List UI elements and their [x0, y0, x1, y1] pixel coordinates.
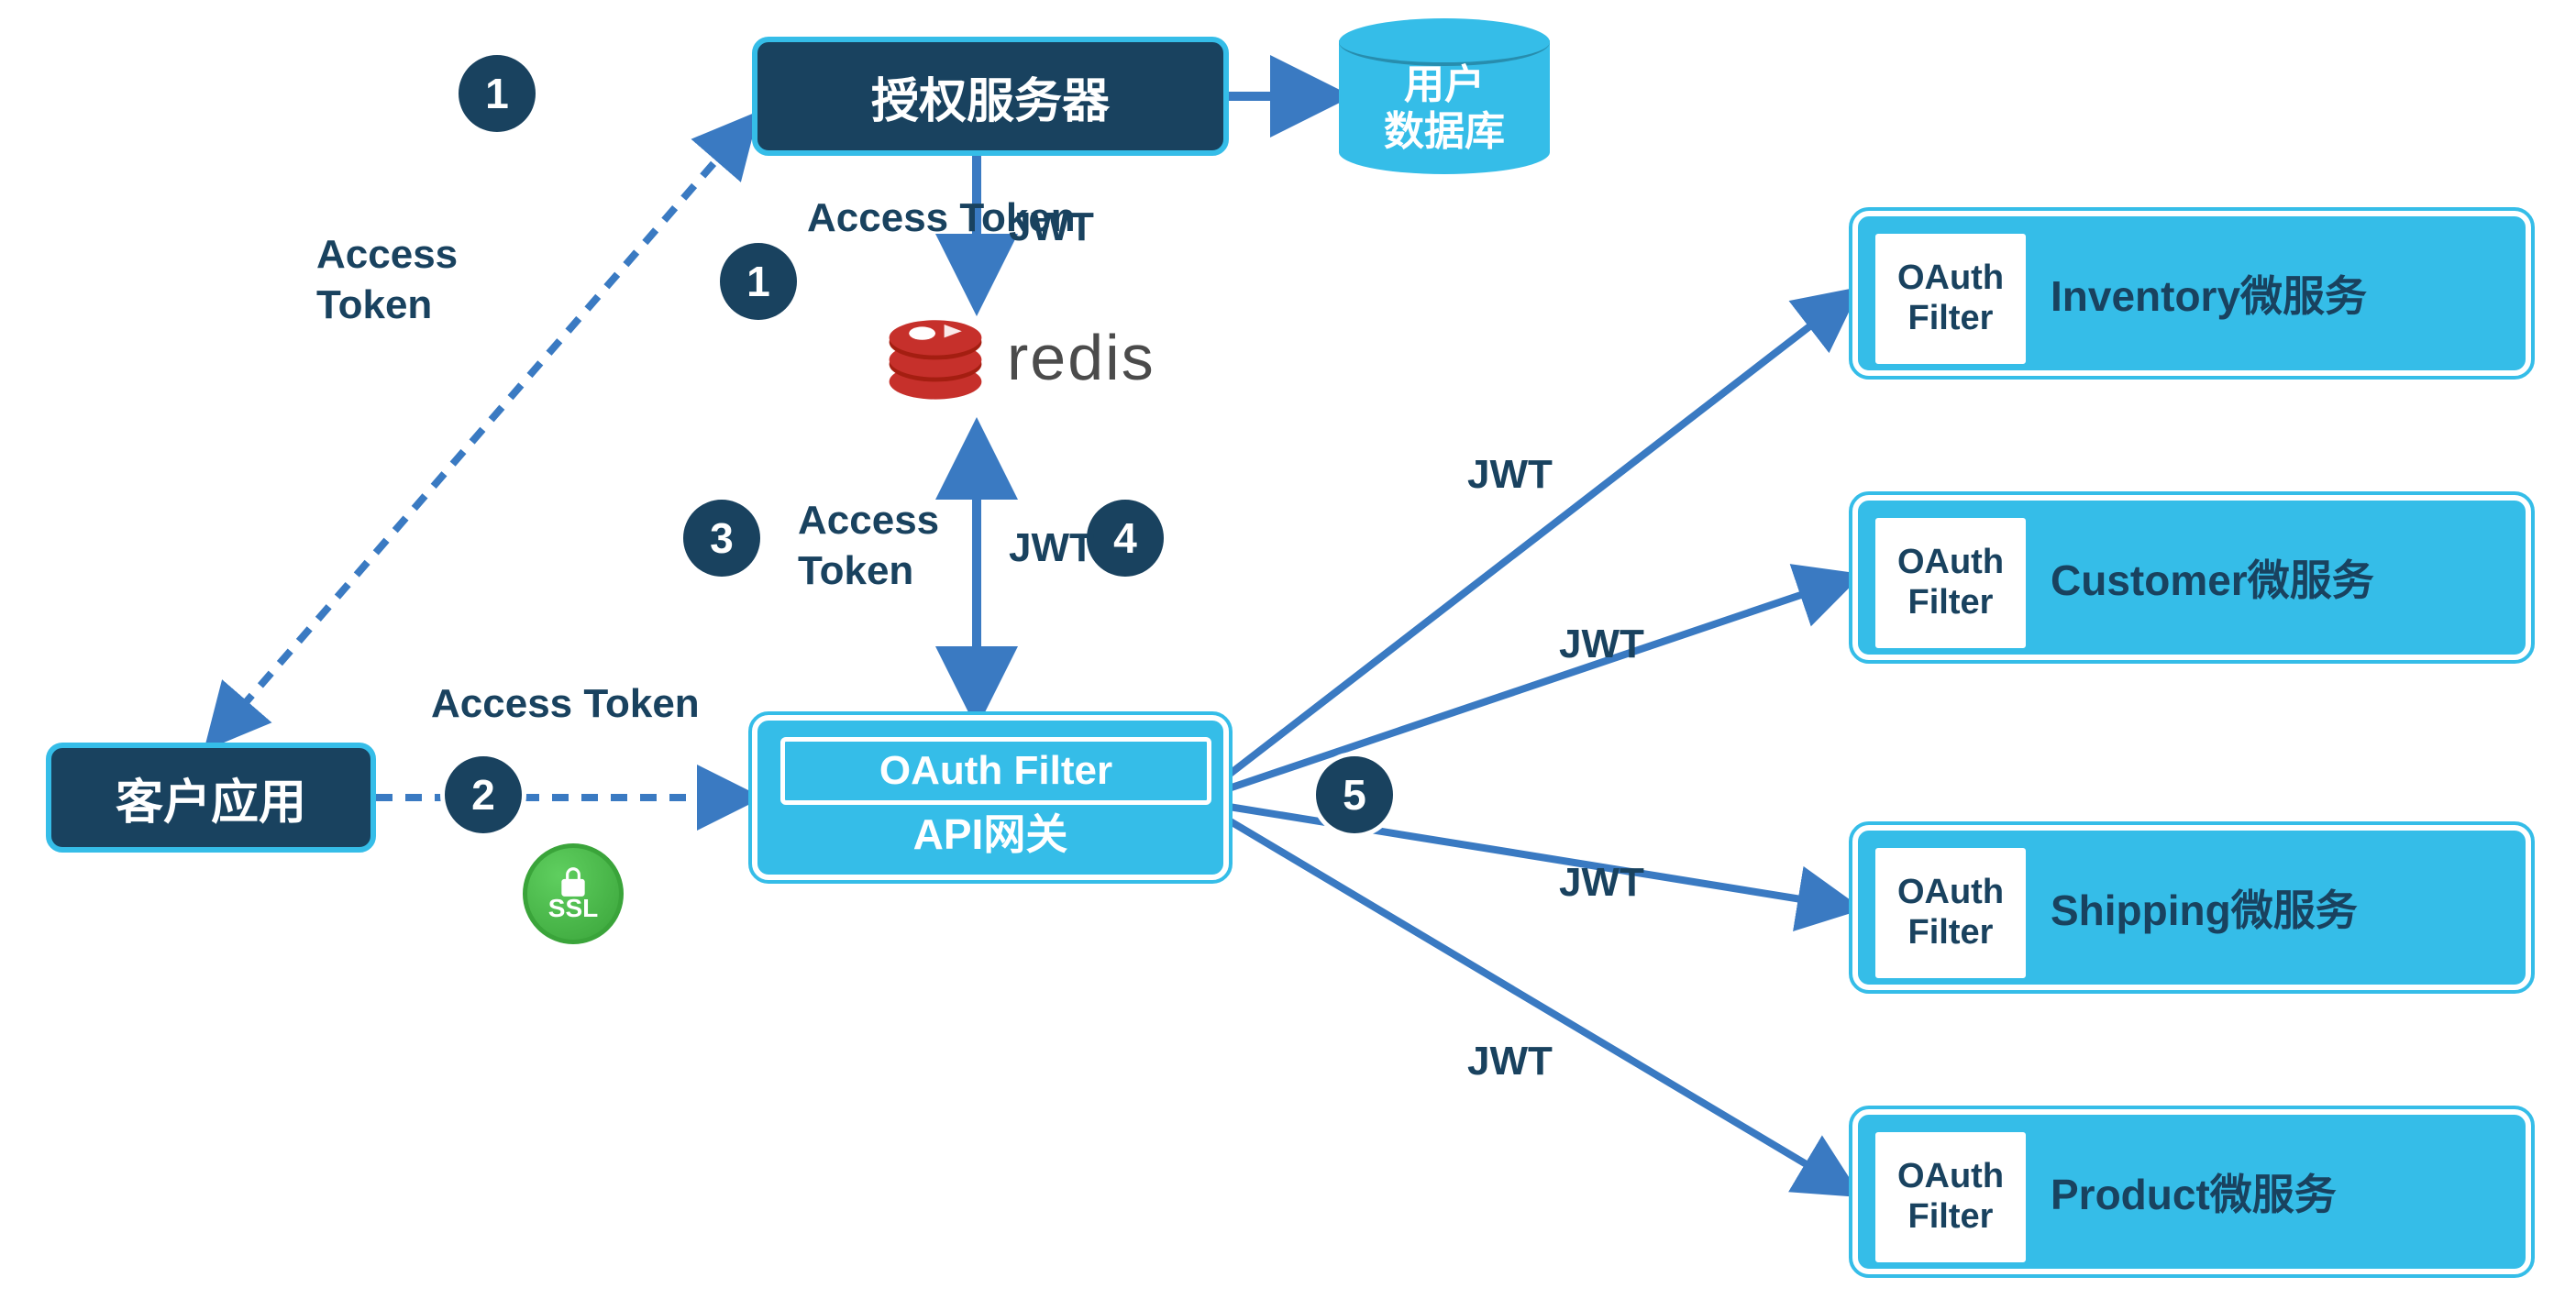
gateway-filter-label: OAuth Filter — [879, 748, 1112, 794]
edge-api_gateway-svc_customer — [1229, 578, 1852, 788]
step-badge-3: 3 — [679, 495, 765, 581]
svc-shipping-filter: OAuthFilter — [1873, 845, 2029, 981]
node-api-gateway: OAuth Filter API网关 — [752, 715, 1229, 880]
node-client-app: 客户应用 — [46, 743, 376, 853]
ssl-badge-icon: SSL — [523, 843, 624, 944]
svc-product-label: Product微服务 — [2051, 1115, 2337, 1269]
node-svc-product: OAuthFilter Product微服务 — [1852, 1109, 2531, 1274]
node-svc-shipping: OAuthFilter Shipping微服务 — [1852, 825, 2531, 990]
node-auth-server: 授权服务器 — [752, 37, 1229, 156]
svc-product-filter: OAuthFilter — [1873, 1129, 2029, 1265]
label-6: JWT — [1467, 449, 1553, 500]
svc-inventory-label: Inventory微服务 — [2051, 216, 2367, 370]
user-db-line1: 用户 — [1404, 62, 1485, 107]
label-4: JWT — [1009, 523, 1094, 573]
step-badge-1: 1 — [454, 50, 540, 137]
node-svc-inventory: OAuthFilter Inventory微服务 — [1852, 211, 2531, 376]
node-redis: redis — [880, 303, 1155, 413]
api-gateway-label: API网关 — [757, 801, 1223, 862]
node-svc-customer: OAuthFilter Customer微服务 — [1852, 495, 2531, 660]
user-db-line2: 数据库 — [1384, 109, 1505, 154]
label-2: JWT — [1009, 202, 1094, 252]
step-badge-1: 1 — [715, 238, 802, 325]
gateway-oauth-filter: OAuth Filter — [780, 737, 1211, 805]
ssl-label: SSL — [548, 894, 598, 923]
client-app-label: 客户应用 — [116, 764, 306, 832]
label-9: JWT — [1467, 1036, 1553, 1086]
step-badge-2: 2 — [440, 752, 526, 838]
edge-api_gateway-svc_inventory — [1229, 293, 1852, 775]
redis-icon — [880, 303, 990, 413]
step-badge-4: 4 — [1082, 495, 1168, 581]
label-8: JWT — [1559, 857, 1644, 908]
svc-customer-label: Customer微服务 — [2051, 501, 2374, 655]
cylinder-top — [1339, 18, 1550, 66]
step-badge-5: 5 — [1311, 752, 1398, 838]
redis-label: redis — [1007, 321, 1155, 394]
svc-inventory-filter: OAuthFilter — [1873, 231, 2029, 367]
svc-shipping-label: Shipping微服务 — [2051, 831, 2358, 985]
user-db-label: 用户 数据库 — [1339, 62, 1550, 155]
edge-auth_server-client_app — [211, 119, 752, 743]
label-5: Access Token — [431, 678, 700, 729]
label-3: Access Token — [798, 495, 939, 596]
label-0: Access Token — [316, 229, 458, 330]
label-7: JWT — [1559, 619, 1644, 669]
diagram-canvas: 用户 数据库 授权服务器 客户应用 OAuth Filter API网关 — [0, 0, 2576, 1310]
edge-api_gateway-svc_product — [1229, 820, 1852, 1192]
svc-customer-filter: OAuthFilter — [1873, 515, 2029, 651]
auth-server-label: 授权服务器 — [871, 62, 1110, 131]
